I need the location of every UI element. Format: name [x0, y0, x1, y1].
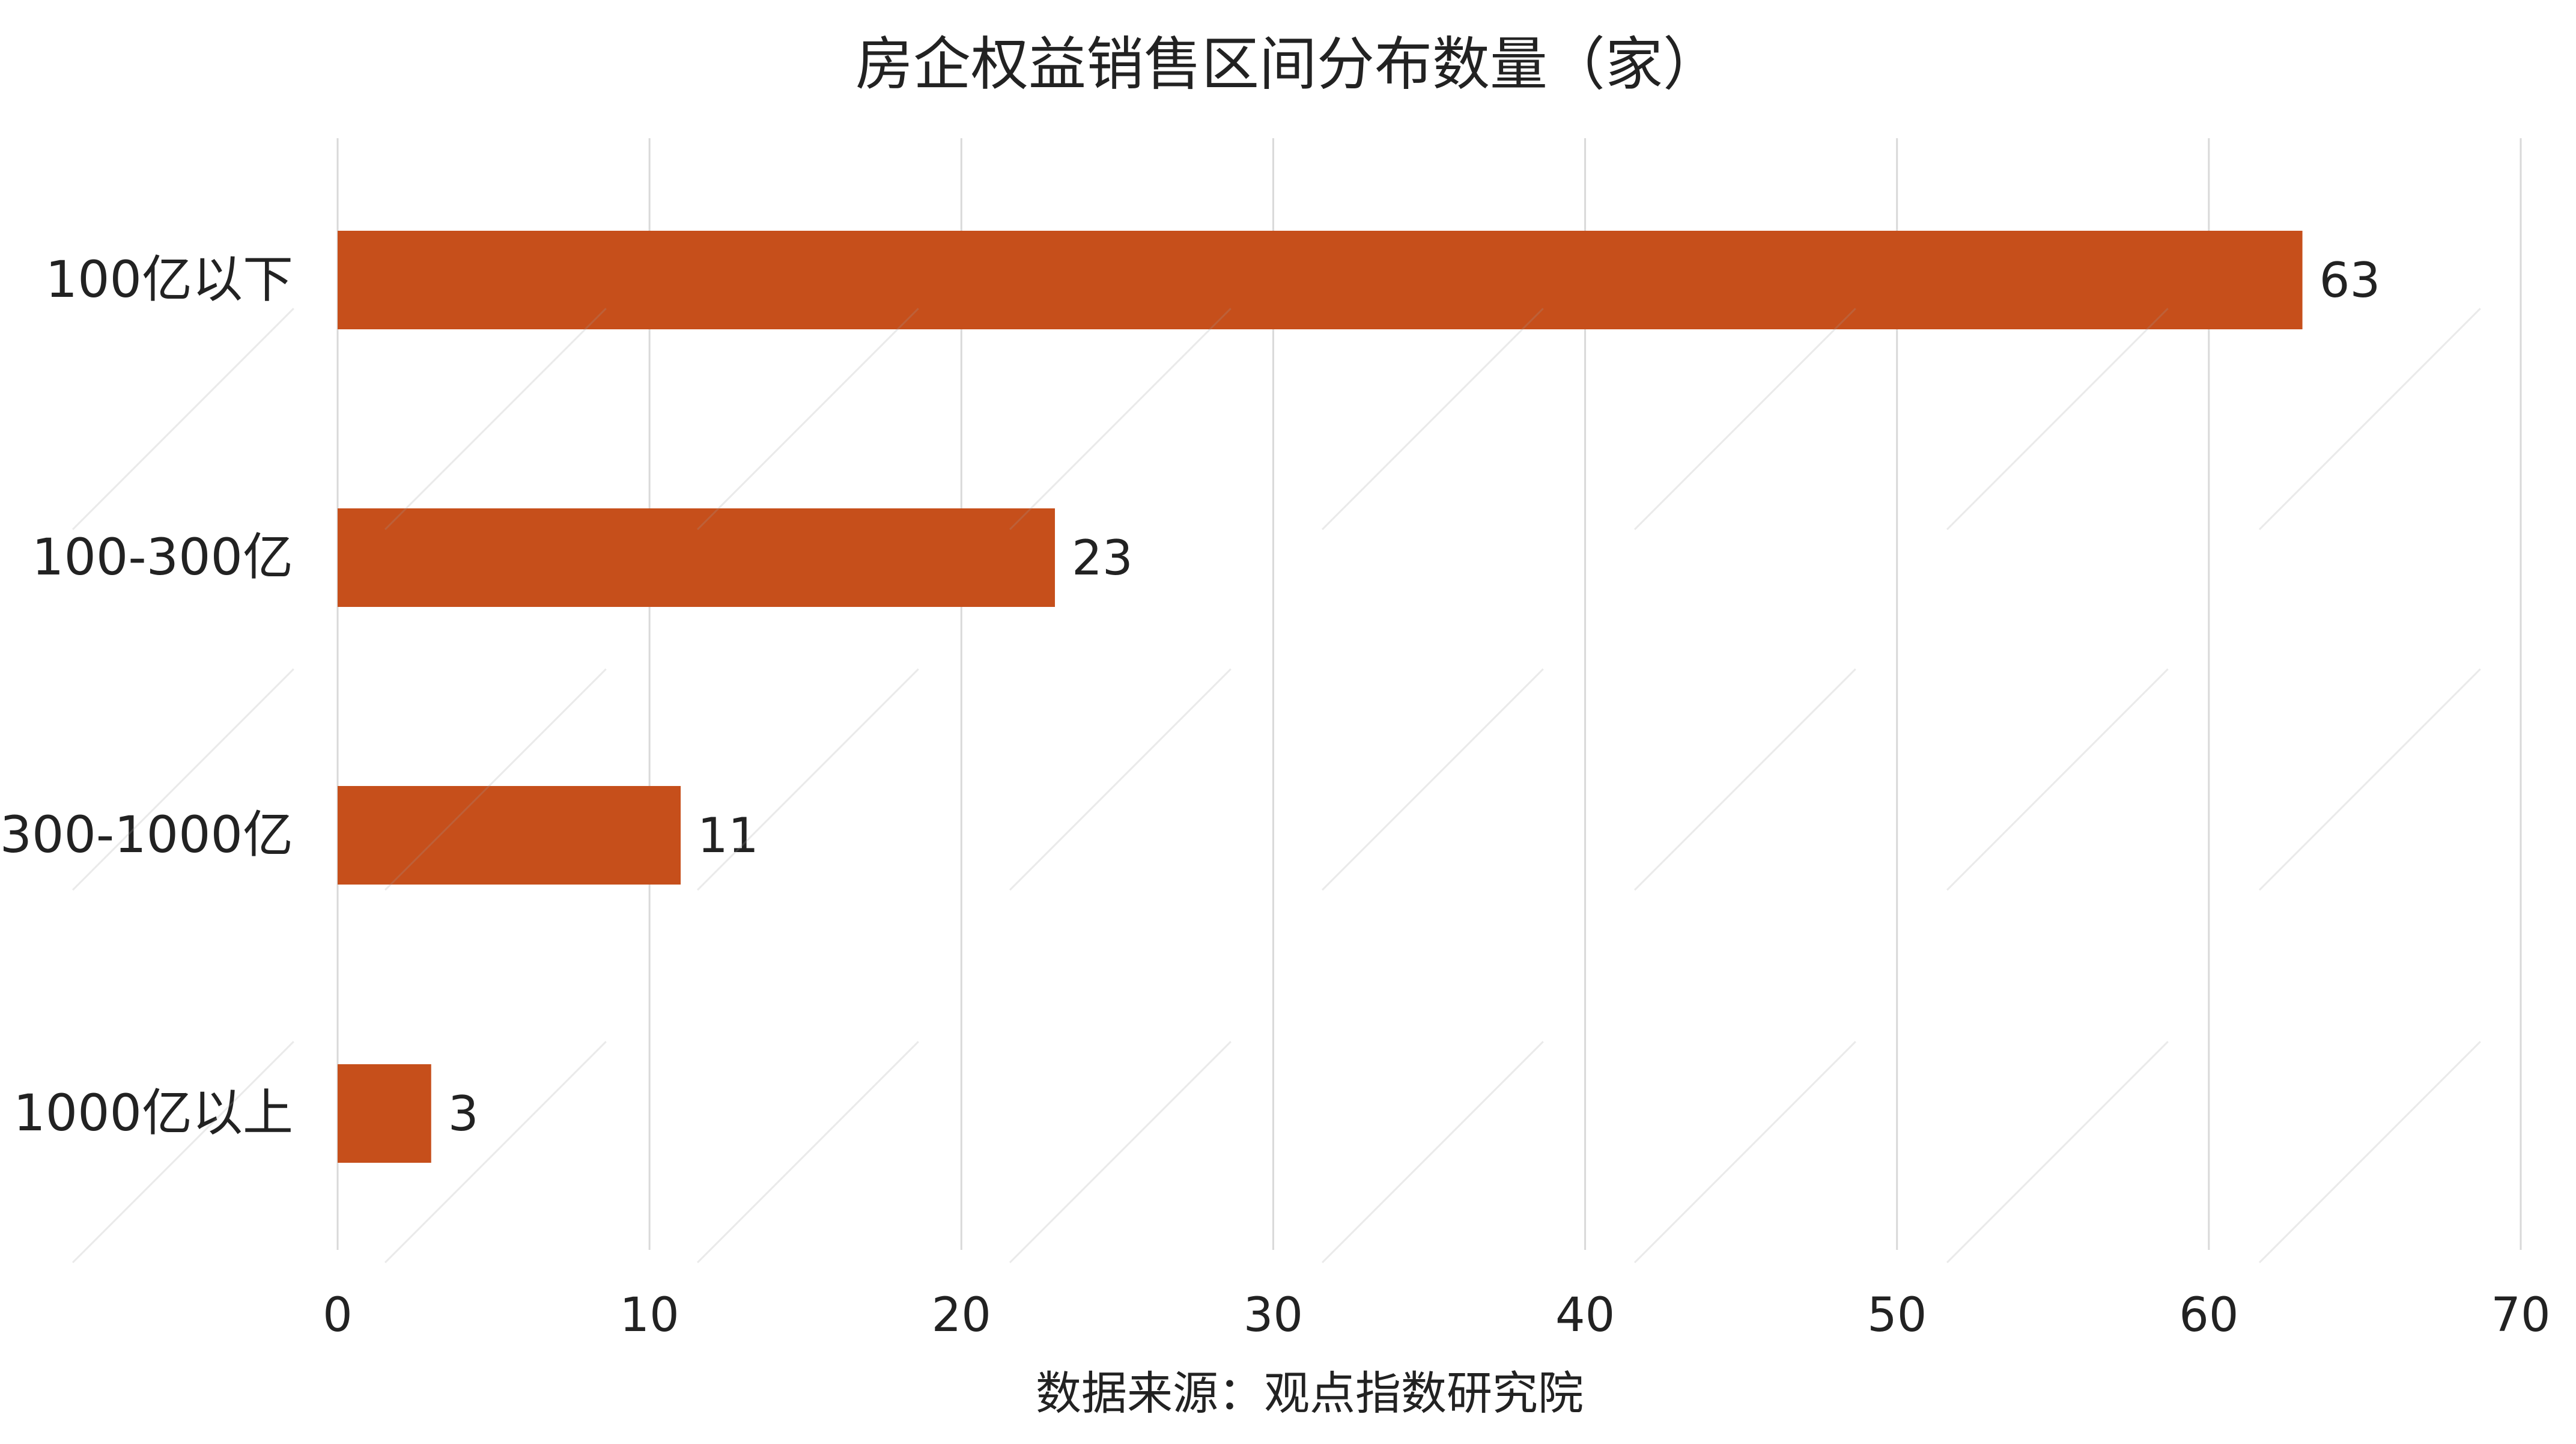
x-tick-label: 30: [1244, 1288, 1303, 1342]
x-axis-labels: 0 10 20 30 40 50 60 70: [323, 1288, 2550, 1342]
x-tick-label: 70: [2491, 1288, 2550, 1342]
chart-title: 房企权益销售区间分布数量（家）: [855, 31, 1721, 98]
y-tick-label: 100亿以下: [46, 250, 293, 309]
x-tick-label: 20: [932, 1288, 991, 1342]
bar: [338, 786, 681, 885]
y-axis-labels: 100亿以下 100-300亿 300-1000亿 1000亿以上: [0, 250, 293, 1142]
y-tick-label: 300-1000亿: [0, 805, 293, 864]
bar: [338, 1064, 431, 1163]
x-tick-label: 50: [1867, 1288, 1927, 1342]
y-tick-label: 1000亿以上: [13, 1083, 293, 1142]
y-tick-label: 100-300亿: [32, 528, 293, 586]
x-tick-label: 10: [620, 1288, 679, 1342]
data-label: 63: [2319, 252, 2381, 308]
bars-group: [338, 231, 2303, 1163]
x-tick-label: 60: [2179, 1288, 2238, 1342]
data-labels-group: 63 23 11 3: [448, 252, 2381, 1142]
source-note: 数据来源：观点指数研究院: [1036, 1366, 1584, 1420]
data-label: 23: [1072, 530, 1133, 586]
bar: [338, 508, 1056, 607]
data-label: 11: [697, 808, 759, 864]
x-tick-label: 40: [1555, 1288, 1615, 1342]
x-tick-label: 0: [323, 1288, 353, 1342]
bar: [338, 231, 2303, 329]
data-label: 3: [448, 1086, 479, 1142]
